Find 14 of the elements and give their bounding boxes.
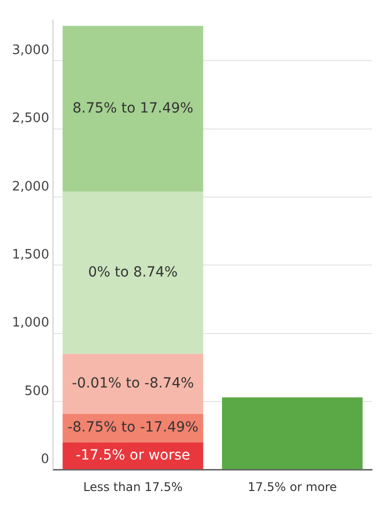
y-tick-label: 2,500 bbox=[12, 111, 50, 126]
series-label: 0% to 8.74% bbox=[88, 264, 178, 280]
y-tick-label: 2,000 bbox=[12, 179, 50, 194]
y-tick-label: 1,500 bbox=[12, 248, 50, 263]
y-tick-label: 0 bbox=[40, 452, 50, 467]
series-label: -0.01% to -8.74% bbox=[72, 375, 194, 392]
series-label: -17.5% or worse bbox=[76, 447, 190, 464]
y-tick-label: 500 bbox=[24, 384, 50, 399]
y-tick-label: 3,000 bbox=[12, 43, 50, 58]
x-tick-label: 17.5% or more bbox=[248, 480, 337, 494]
series-label: -8.75% to -17.49% bbox=[67, 420, 198, 436]
series-label: 8.75% to 17.49% bbox=[72, 100, 194, 116]
y-tick-label: 1,000 bbox=[12, 316, 50, 331]
x-tick-label: Less than 17.5% bbox=[83, 480, 183, 494]
